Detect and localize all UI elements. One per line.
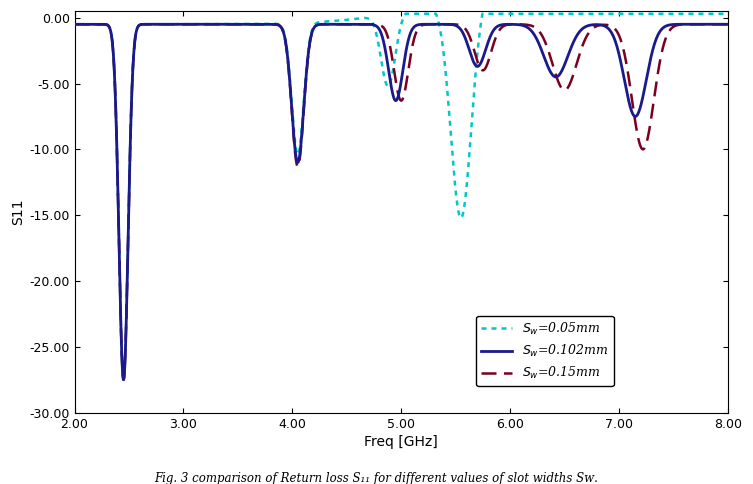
$\it{S_w}$=0.102mm: [640, 84, 649, 90]
Line: $\it{S_w}$=0.15mm: $\it{S_w}$=0.15mm: [75, 24, 728, 380]
$\it{S_w}$=0.102mm: [724, 21, 733, 27]
$\it{S_w}$=0.05mm: [321, 19, 330, 25]
$\it{S_w}$=0.15mm: [349, 21, 358, 27]
$\it{S_w}$=0.05mm: [184, 21, 193, 27]
$\it{S_w}$=0.05mm: [724, 11, 733, 16]
$\it{S_w}$=0.102mm: [119, 377, 128, 383]
$\it{S_w}$=0.15mm: [70, 21, 79, 27]
$\it{S_w}$=0.15mm: [119, 377, 128, 383]
$\it{S_w}$=0.05mm: [641, 11, 650, 16]
$\it{S_w}$=0.102mm: [711, 21, 720, 27]
$\it{S_w}$=0.15mm: [711, 21, 720, 27]
$\it{S_w}$=0.05mm: [711, 11, 720, 16]
Line: $\it{S_w}$=0.102mm: $\it{S_w}$=0.102mm: [75, 24, 728, 380]
$\it{S_w}$=0.102mm: [145, 21, 154, 27]
$\it{S_w}$=0.15mm: [724, 21, 733, 27]
$\it{S_w}$=0.15mm: [184, 21, 193, 27]
$\it{S_w}$=0.15mm: [321, 21, 330, 27]
Line: $\it{S_w}$=0.05mm: $\it{S_w}$=0.05mm: [75, 14, 728, 380]
$\it{S_w}$=0.102mm: [70, 21, 79, 27]
$\it{S_w}$=0.102mm: [184, 21, 193, 27]
$\it{S_w}$=0.102mm: [349, 21, 358, 27]
$\it{S_w}$=0.102mm: [321, 21, 330, 27]
X-axis label: Freq [GHz]: Freq [GHz]: [364, 435, 438, 449]
$\it{S_w}$=0.05mm: [401, 11, 410, 16]
$\it{S_w}$=0.15mm: [145, 21, 154, 27]
Legend: $\it{S_w}$=0.05mm, $\it{S_w}$=0.102mm, $\it{S_w}$=0.15mm: $\it{S_w}$=0.05mm, $\it{S_w}$=0.102mm, $…: [476, 316, 614, 386]
$\it{S_w}$=0.05mm: [119, 377, 128, 383]
Y-axis label: S11: S11: [11, 198, 25, 225]
$\it{S_w}$=0.05mm: [145, 21, 154, 27]
$\it{S_w}$=0.05mm: [349, 16, 358, 22]
Text: Fig. 3 comparison of Return loss S₁₁ for different values of slot widths Sᴡ.: Fig. 3 comparison of Return loss S₁₁ for…: [154, 471, 599, 484]
$\it{S_w}$=0.15mm: [640, 145, 649, 151]
$\it{S_w}$=0.05mm: [70, 21, 79, 27]
